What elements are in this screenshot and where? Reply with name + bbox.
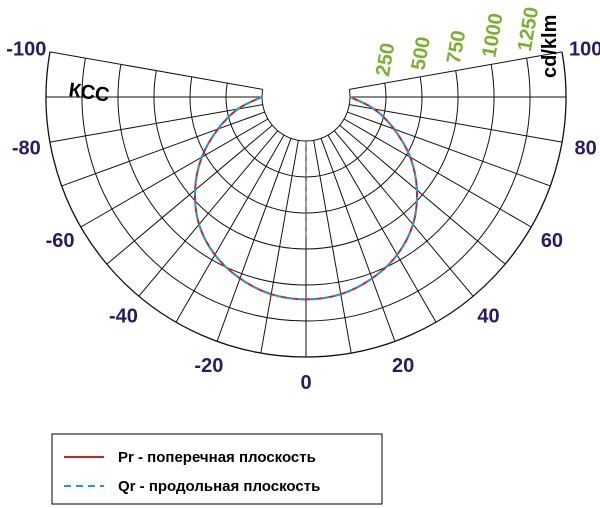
grid-spoke--70 [61,111,265,187]
grid-spoke-100 [349,51,563,90]
angle-tick-label--60: -60 [46,230,75,252]
grid-spoke--80 [49,104,263,143]
grid-spoke-80 [349,104,563,143]
curve-qr [193,96,419,301]
angle-tick-label--40: -40 [109,306,138,328]
radial-tick-label-500: 500 [407,35,434,72]
polar-grid [45,51,567,358]
unit-label-right: cd/klm [539,15,561,78]
angle-tick-label-0: 0 [300,372,311,394]
radial-tick-label-250: 250 [372,41,399,78]
grid-spoke--100 [49,51,263,90]
grid-spoke--50 [106,124,273,265]
angle-tick-label--20: -20 [194,355,223,377]
angle-tick-label--80: -80 [12,137,41,159]
legend-label-pr: Pr - поперечная плоскость [118,449,316,466]
grid-spoke--30 [175,134,285,323]
radial-tick-label-1000: 1000 [478,12,507,60]
legend: Pr - поперечная плоскость Qr - продольна… [51,433,383,505]
angle-tick-label--100: -100 [6,39,46,61]
unit-label-left: КСС [67,79,111,106]
grid-spoke-40 [333,130,474,297]
legend-box [51,433,383,505]
angle-tick-label-40: 40 [477,306,499,328]
grid-spoke--40 [138,130,279,297]
legend-label-qr: Qr - продольная плоскость [118,478,320,495]
angle-tick-label-20: 20 [392,355,414,377]
angle-tick-label-100: 100 [569,39,600,61]
grid-spoke-10 [313,140,352,354]
grid-spoke-20 [320,138,396,342]
grid-ring-1500 [45,51,567,358]
grid-spoke-70 [347,111,551,187]
radial-tick-label-750: 750 [443,29,470,66]
grid-spoke-30 [327,134,437,323]
angle-tick-label-80: 80 [575,137,597,159]
axis-labels: -100 -80 -60 -40 -20 0 20 40 60 80 100 250 500 750 100… [6,5,600,394]
grid-spoke--60 [80,118,269,228]
grid-ring-0 [261,89,351,142]
intensity-curves [193,96,419,301]
angle-tick-label-60: 60 [541,230,563,252]
grid-spoke-50 [339,124,506,265]
grid-spoke--20 [216,138,292,342]
grid-spoke--10 [260,140,299,354]
grid-spoke-60 [343,118,532,228]
